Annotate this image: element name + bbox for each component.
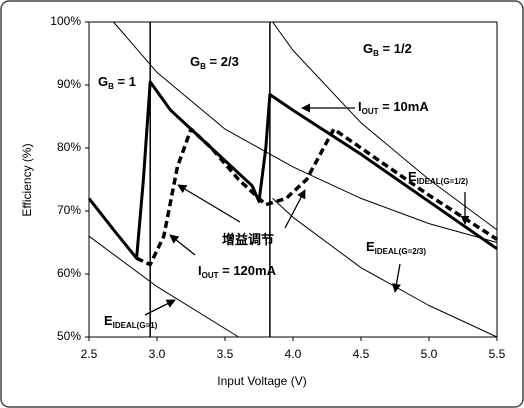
- x-tick-label: 2.5: [81, 347, 98, 361]
- annotation-text: I: [198, 263, 202, 278]
- y-tick-label: 70%: [57, 203, 81, 217]
- annotation-text: E: [366, 239, 375, 254]
- annotation-subscript: IDEAL(G=1): [113, 321, 158, 330]
- annotation-rest: = 10mA: [379, 99, 430, 114]
- annotation: EIDEAL(G=1/2): [408, 169, 468, 186]
- y-tick-label: 50%: [57, 329, 81, 343]
- annotation-subscript: B: [373, 49, 379, 58]
- series-line: [272, 21, 498, 231]
- annotation: 增益调节: [222, 232, 274, 247]
- series-line: [135, 127, 498, 267]
- annotation-text: 增益调节: [222, 232, 274, 247]
- y-axis-label: Efficiency (%): [20, 143, 34, 216]
- annotation-subscript: B: [200, 62, 206, 71]
- annotation-text: G: [190, 54, 200, 69]
- annotation-rest: = 2/3: [206, 54, 239, 69]
- annotation-rest: = 120mA: [219, 263, 277, 278]
- annotation-subscript: OUT: [202, 271, 219, 280]
- y-tick-label: 80%: [57, 140, 81, 154]
- annotation: IOUT = 10mA: [358, 99, 429, 116]
- series-line: [272, 198, 498, 338]
- x-tick-label: 5.5: [489, 347, 506, 361]
- y-tick-label: 60%: [57, 266, 81, 280]
- annotation: GB = 2/3: [190, 54, 239, 71]
- annotation-subscript: IDEAL(G=2/3): [375, 247, 427, 256]
- annotation: EIDEAL(G=1): [104, 313, 158, 330]
- annotation: GB = 1: [98, 74, 136, 91]
- annotation-rest: = 1: [114, 74, 136, 89]
- x-tick-label: 5.0: [421, 347, 438, 361]
- x-tick-label: 3.0: [149, 347, 166, 361]
- annotation-text: I: [358, 99, 362, 114]
- x-tick-label: 4.5: [353, 347, 370, 361]
- annotation-subscript: B: [108, 82, 114, 91]
- annotation-text: E: [408, 169, 417, 184]
- annotation: GB = 1/2: [363, 41, 412, 58]
- annotation-text: G: [363, 41, 373, 56]
- annotation-rest: = 1/2: [379, 41, 412, 56]
- y-tick-label: 90%: [57, 77, 81, 91]
- x-tick-label: 4.0: [285, 347, 302, 361]
- annotation-subscript: IDEAL(G=1/2): [417, 177, 469, 186]
- x-tick-label: 3.5: [217, 347, 234, 361]
- y-tick-label: 100%: [50, 14, 81, 28]
- annotation-text: E: [104, 313, 113, 328]
- series-line: [88, 235, 239, 338]
- series-line: [87, 80, 498, 260]
- annotation: IOUT = 120mA: [198, 263, 277, 280]
- annotation-text: G: [98, 74, 108, 89]
- annotation: EIDEAL(G=2/3): [366, 239, 426, 256]
- annotation-subscript: OUT: [362, 107, 379, 116]
- x-axis-label: Input Voltage (V): [217, 374, 306, 388]
- series-line: [113, 21, 498, 243]
